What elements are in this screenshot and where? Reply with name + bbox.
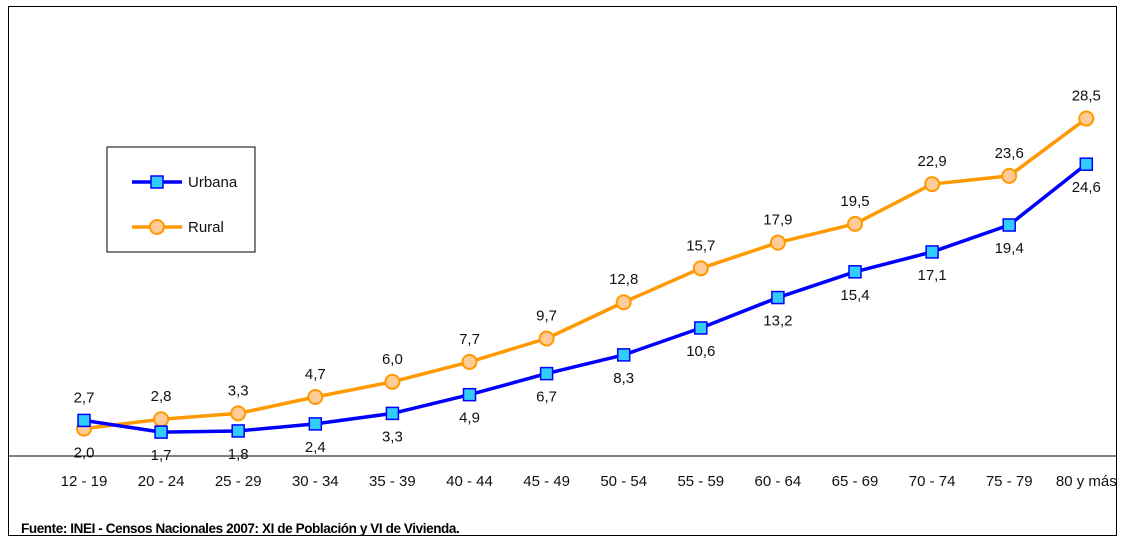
data-label-urbana: 17,1 bbox=[917, 267, 946, 284]
x-tick-label: 20 - 24 bbox=[138, 473, 185, 490]
x-tick-label: 25 - 29 bbox=[215, 473, 262, 490]
data-point-rural bbox=[848, 217, 862, 231]
data-point-rural bbox=[617, 295, 631, 309]
data-point-urbana bbox=[849, 266, 861, 278]
legend: Urbana Rural bbox=[107, 147, 255, 252]
data-point-rural bbox=[771, 236, 785, 250]
data-label-rural: 2,8 bbox=[151, 388, 172, 405]
x-tick-label: 35 - 39 bbox=[369, 473, 416, 490]
data-label-rural: 2,0 bbox=[74, 445, 95, 462]
data-point-urbana bbox=[618, 349, 630, 361]
data-label-urbana: 19,4 bbox=[995, 240, 1024, 257]
data-label-rural: 12,8 bbox=[609, 271, 638, 288]
data-label-rural: 15,7 bbox=[686, 237, 715, 254]
data-point-rural bbox=[1002, 169, 1016, 183]
x-tick-label: 45 - 49 bbox=[523, 473, 570, 490]
data-label-urbana: 10,6 bbox=[686, 343, 715, 360]
data-point-rural bbox=[694, 261, 708, 275]
data-point-urbana bbox=[464, 389, 476, 401]
data-point-rural bbox=[925, 177, 939, 191]
data-label-urbana: 15,4 bbox=[840, 287, 869, 304]
data-label-urbana: 2,4 bbox=[305, 439, 326, 456]
data-label-rural: 4,7 bbox=[305, 366, 326, 383]
data-point-urbana bbox=[386, 407, 398, 419]
data-label-rural: 9,7 bbox=[536, 308, 557, 325]
data-label-urbana: 1,8 bbox=[228, 446, 249, 463]
data-point-urbana bbox=[78, 414, 90, 426]
legend-label-urbana: Urbana bbox=[188, 174, 238, 191]
data-point-urbana bbox=[155, 426, 167, 438]
legend-label-rural: Rural bbox=[188, 219, 224, 236]
data-point-rural bbox=[463, 355, 477, 369]
x-tick-label: 60 - 64 bbox=[755, 473, 802, 490]
data-label-rural: 19,5 bbox=[840, 193, 869, 210]
data-label-urbana: 4,9 bbox=[459, 410, 480, 427]
data-point-urbana bbox=[1003, 219, 1015, 231]
series-layer: 2,7 1,7 1,8 2,4 3,3 4,9 6,7 8,3 10,6 13,2 15,4 17,1… bbox=[74, 88, 1101, 465]
data-label-rural: 3,3 bbox=[228, 382, 249, 399]
data-point-rural bbox=[154, 412, 168, 426]
data-point-urbana bbox=[232, 425, 244, 437]
x-tick-label: 75 - 79 bbox=[986, 473, 1033, 490]
data-label-urbana: 13,2 bbox=[763, 313, 792, 330]
data-point-rural bbox=[540, 332, 554, 346]
x-tick-label: 50 - 54 bbox=[600, 473, 647, 490]
data-point-rural bbox=[1079, 112, 1093, 126]
x-tick-label: 55 - 59 bbox=[677, 473, 724, 490]
data-point-urbana bbox=[1080, 158, 1092, 170]
data-point-rural bbox=[308, 390, 322, 404]
data-label-rural: 7,7 bbox=[459, 331, 480, 348]
data-point-urbana bbox=[772, 292, 784, 304]
data-label-urbana: 8,3 bbox=[613, 370, 634, 387]
chart-frame: 12 - 19 20 - 24 25 - 29 30 - 34 35 - 39 40 - … bbox=[8, 6, 1117, 536]
data-point-urbana bbox=[695, 322, 707, 334]
data-point-urbana bbox=[309, 418, 321, 430]
data-label-rural: 17,9 bbox=[763, 212, 792, 229]
data-label-urbana: 3,3 bbox=[382, 428, 403, 445]
x-axis: 12 - 19 20 - 24 25 - 29 30 - 34 35 - 39 40 - … bbox=[61, 473, 1116, 490]
data-label-urbana: 24,6 bbox=[1072, 179, 1101, 196]
source-note: Fuente: INEI - Censos Nacionales 2007: X… bbox=[21, 521, 459, 536]
data-label-rural: 22,9 bbox=[917, 153, 946, 170]
legend-marker-urbana bbox=[151, 176, 163, 188]
legend-box bbox=[107, 147, 255, 252]
data-label-urbana: 1,7 bbox=[151, 447, 172, 464]
x-tick-label: 70 - 74 bbox=[909, 473, 956, 490]
data-point-urbana bbox=[541, 368, 553, 380]
x-tick-label: 40 - 44 bbox=[446, 473, 493, 490]
x-tick-label: 30 - 34 bbox=[292, 473, 339, 490]
data-point-rural bbox=[231, 406, 245, 420]
data-label-rural: 28,5 bbox=[1072, 88, 1101, 105]
line-chart: 12 - 19 20 - 24 25 - 29 30 - 34 35 - 39 40 - … bbox=[9, 7, 1116, 535]
x-tick-label: 80 y más bbox=[1056, 473, 1116, 490]
legend-marker-rural bbox=[150, 220, 164, 234]
data-label-rural: 6,0 bbox=[382, 351, 403, 368]
data-point-rural bbox=[385, 375, 399, 389]
data-label-rural: 23,6 bbox=[995, 145, 1024, 162]
x-tick-label: 65 - 69 bbox=[832, 473, 879, 490]
x-tick-label: 12 - 19 bbox=[61, 473, 108, 490]
data-label-urbana: 2,7 bbox=[74, 389, 95, 406]
data-point-urbana bbox=[926, 246, 938, 258]
data-label-urbana: 6,7 bbox=[536, 389, 557, 406]
